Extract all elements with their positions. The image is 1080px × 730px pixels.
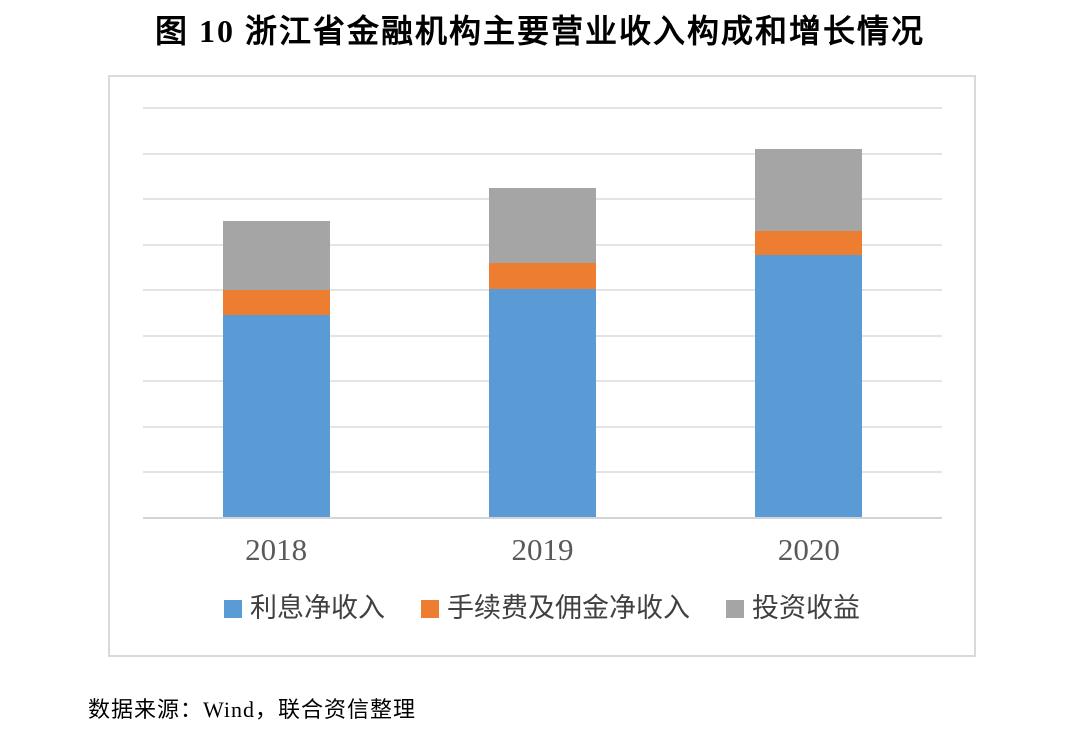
legend-item-net-interest-income: 利息净收入 xyxy=(224,593,385,624)
legend-label-investment-income: 投资收益 xyxy=(752,593,860,623)
bar-segment-2018-fee-and-commission-income xyxy=(222,290,330,316)
bar-segment-2020-fee-and-commission-income xyxy=(755,231,863,255)
gridline xyxy=(143,107,942,109)
bar-segment-2018-investment-income xyxy=(222,221,330,291)
legend: 利息净收入 手续费及佣金净收入 投资收益 xyxy=(110,593,974,624)
x-tick-label-2019: 2019 xyxy=(511,532,574,567)
legend-swatch-icon-investment-income xyxy=(726,599,744,618)
bar-segment-2020-investment-income xyxy=(755,148,863,232)
chart-title: 图 10 浙江省金融机构主要营业收入构成和增长情况 xyxy=(154,13,925,49)
source-note: 数据来源：Wind，联合资信整理 xyxy=(88,697,416,722)
bar-segment-2019-investment-income xyxy=(489,188,596,264)
x-axis-line xyxy=(143,517,942,519)
x-tick-label-2018: 2018 xyxy=(245,532,308,567)
legend-swatch-icon-net-interest-income xyxy=(224,599,242,618)
chart-area: 2018 2019 2020 利息净收入 手续费及佣金净收入 投资收益 xyxy=(108,75,976,657)
legend-label-net-interest-income: 利息净收入 xyxy=(250,593,385,623)
bar-segment-2020-net-interest-income xyxy=(755,254,863,518)
legend-item-investment-income: 投资收益 xyxy=(726,593,860,624)
bar-segment-2018-net-interest-income xyxy=(222,315,330,518)
x-tick-label-2020: 2020 xyxy=(777,532,840,567)
plot-area xyxy=(143,107,942,519)
x-axis-labels: 2018 2019 2020 xyxy=(143,532,942,571)
legend-item-fee-and-commission-income: 手续费及佣金净收入 xyxy=(421,593,690,624)
legend-label-fee-and-commission-income: 手续费及佣金净收入 xyxy=(447,593,690,623)
bar-segment-2019-net-interest-income xyxy=(489,289,596,518)
gridline xyxy=(143,152,942,155)
legend-swatch-icon-fee-and-commission-income xyxy=(421,599,439,618)
bar-segment-2019-fee-and-commission-income xyxy=(489,263,596,290)
